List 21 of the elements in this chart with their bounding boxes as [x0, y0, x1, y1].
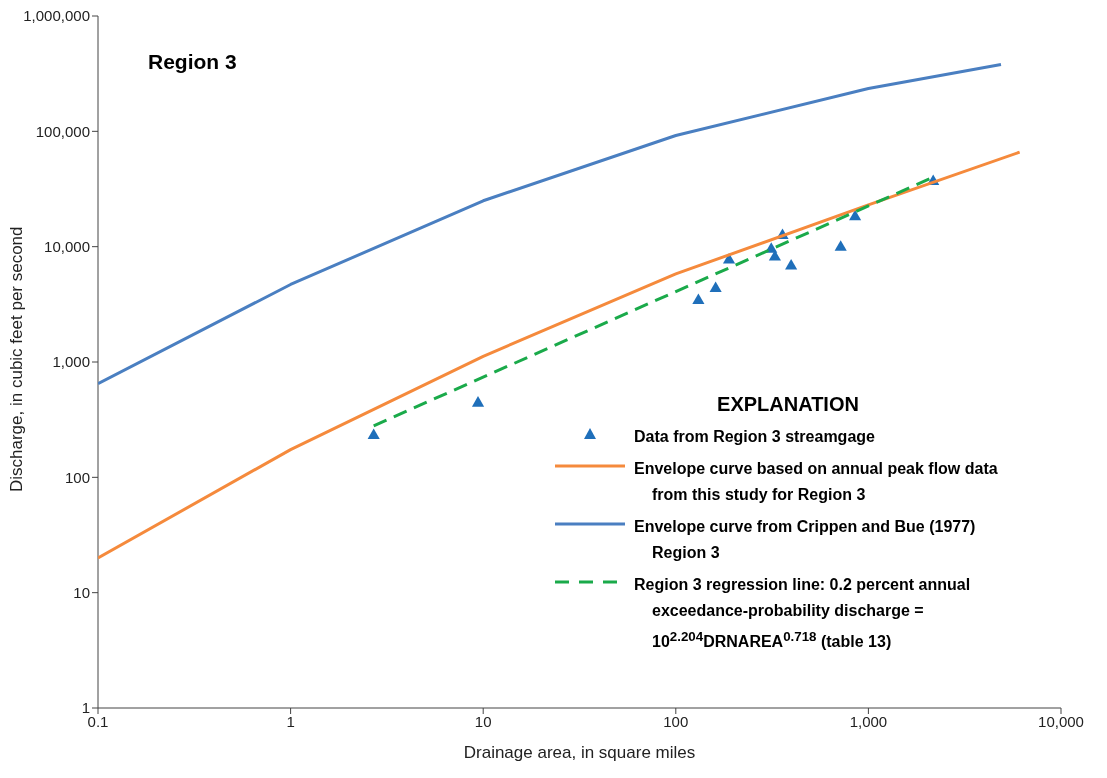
y-tick-label: 100,000: [35, 122, 90, 140]
legend-label: Envelope curve from Crippen and Bue (1977) Region 3: [634, 517, 977, 563]
x-tick-label: 100: [663, 712, 689, 730]
y-tick-label: 10,000: [44, 237, 90, 255]
legend-label: Region 3 regression line: 0.2 percent annual exceedance-probability discharge = 10$^{2.204}$DRNAREA$^{0.718}$ (table 13): [634, 575, 972, 653]
x-tick-label: 10: [474, 712, 492, 730]
legend-title: EXPLANATION: [716, 393, 860, 416]
y-tick-label: 1: [81, 699, 90, 717]
y-tick-label: 100: [64, 468, 90, 486]
x-tick-label: 0.1: [87, 712, 109, 730]
x-axis-title: Drainage area, in square miles: [463, 743, 696, 762]
x-tick-label: 1: [286, 712, 295, 730]
y-tick-label: 10: [73, 583, 90, 601]
x-tick-label: 10,000: [1038, 712, 1084, 730]
y-tick-label: 1,000: [52, 353, 90, 371]
y-axis-title: Discharge, in cubic feet per second: [7, 226, 27, 492]
legend-label: Data from Region 3 streamgage: [634, 427, 875, 447]
x-tick-label: 1,000: [849, 712, 888, 730]
text: Region 3: [148, 50, 237, 74]
legend-label: Envelope curve based on annual peak flow data from this study for Region 3: [634, 459, 999, 505]
y-tick-label: 1,000,000: [23, 7, 90, 25]
